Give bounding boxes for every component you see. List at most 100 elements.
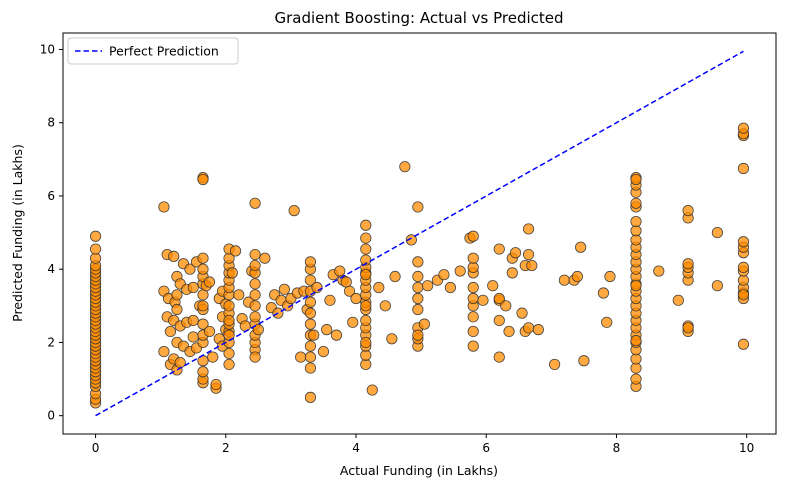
data-point <box>223 347 235 360</box>
data-point <box>630 280 642 292</box>
data-point <box>522 248 535 261</box>
data-point <box>295 351 307 363</box>
x-tick-label: 6 <box>482 441 490 455</box>
data-point <box>399 161 411 173</box>
data-point <box>89 230 102 242</box>
data-point <box>493 351 505 363</box>
data-point <box>158 201 170 213</box>
data-point <box>737 261 750 273</box>
data-point <box>330 329 343 341</box>
data-point <box>630 197 642 209</box>
data-point <box>239 320 251 332</box>
data-point <box>288 205 300 217</box>
x-tick-label: 4 <box>352 441 360 455</box>
y-tick-label: 6 <box>47 189 55 203</box>
y-tick-label: 8 <box>47 116 55 130</box>
data-point <box>493 292 505 305</box>
data-point <box>278 283 290 295</box>
data-point <box>360 232 372 244</box>
data-point <box>171 303 183 316</box>
x-tick-label: 0 <box>92 441 100 455</box>
data-point <box>249 289 261 301</box>
data-point <box>252 324 264 336</box>
data-point <box>203 325 216 338</box>
data-point <box>467 311 479 323</box>
data-point <box>249 300 261 312</box>
data-point <box>506 267 518 279</box>
data-point <box>168 250 180 262</box>
data-point <box>630 373 642 385</box>
data-point <box>412 256 424 268</box>
data-point <box>467 230 479 242</box>
data-point <box>601 316 613 328</box>
data-point <box>187 314 199 327</box>
data-point <box>412 292 424 305</box>
data-point <box>737 236 750 248</box>
data-point <box>324 294 336 306</box>
data-point <box>223 358 235 371</box>
data-point <box>366 384 378 396</box>
data-point <box>360 243 372 255</box>
data-point <box>304 256 317 268</box>
legend: Perfect Prediction <box>67 37 239 65</box>
data-point <box>360 300 372 312</box>
x-axis-ticks: 0 2 4 6 8 10 <box>92 434 754 455</box>
data-point <box>304 318 317 330</box>
data-point <box>311 281 323 294</box>
data-point <box>454 265 466 277</box>
data-point <box>571 270 584 283</box>
data-point <box>467 252 479 264</box>
data-point <box>630 335 642 347</box>
data-point <box>171 289 183 301</box>
data-point <box>321 324 333 336</box>
data-point <box>444 281 457 294</box>
data-point <box>304 340 317 352</box>
data-point <box>418 318 430 330</box>
data-point <box>500 300 512 312</box>
data-point <box>737 289 750 301</box>
data-point <box>197 366 209 378</box>
data-point <box>350 292 362 305</box>
data-point <box>526 259 538 272</box>
data-point <box>386 333 398 345</box>
data-point <box>578 355 590 367</box>
data-point <box>422 280 434 292</box>
data-point <box>259 252 271 264</box>
data-point <box>203 276 216 288</box>
data-point <box>360 269 372 281</box>
x-tick-label: 2 <box>222 441 230 455</box>
data-point <box>509 247 522 259</box>
data-point <box>412 303 424 316</box>
data-point <box>682 205 694 217</box>
data-point <box>467 292 479 305</box>
data-point <box>597 287 610 299</box>
data-point <box>522 223 535 235</box>
data-point <box>653 265 665 277</box>
data-point <box>373 281 385 294</box>
x-axis-label: Actual Funding (in Lakhs) <box>340 463 498 478</box>
perfect-prediction-line <box>95 50 744 417</box>
data-point <box>522 322 535 334</box>
data-point <box>304 274 317 286</box>
data-point <box>184 263 196 275</box>
data-point <box>229 245 242 257</box>
data-point <box>197 173 209 186</box>
data-point <box>389 270 401 283</box>
data-point <box>233 289 245 301</box>
data-point <box>197 263 209 275</box>
data-point <box>164 325 177 338</box>
data-point <box>672 294 684 306</box>
data-point <box>487 280 499 292</box>
data-point <box>249 311 261 323</box>
data-point <box>503 325 515 338</box>
legend-label: Perfect Prediction <box>109 44 219 59</box>
data-point <box>604 270 616 283</box>
data-point <box>249 197 261 209</box>
points-layer <box>89 122 750 409</box>
data-point <box>711 280 724 292</box>
data-point <box>360 314 372 327</box>
data-point <box>197 318 209 330</box>
data-point <box>412 281 424 294</box>
